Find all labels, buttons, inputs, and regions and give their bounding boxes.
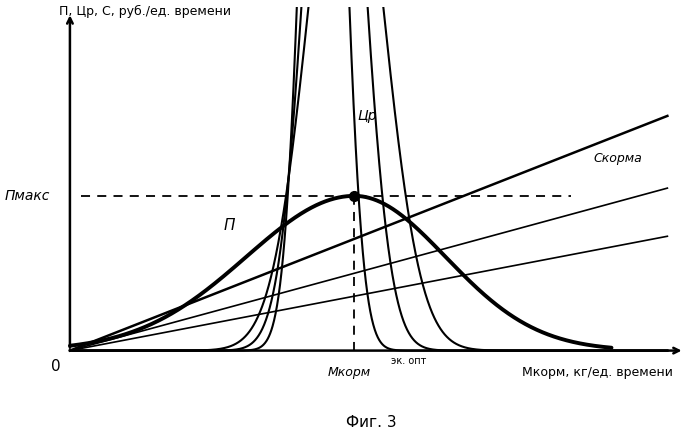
Text: П: П <box>223 218 235 233</box>
Text: Цр: Цр <box>357 109 377 123</box>
Text: П, Цр, С, руб./ед. времени: П, Цр, С, руб./ед. времени <box>59 5 230 18</box>
Text: Скорма: Скорма <box>594 152 642 165</box>
Text: Пмакс: Пмакс <box>5 189 50 203</box>
Text: 0: 0 <box>51 359 60 374</box>
Text: Мкорм, кг/ед. времени: Мкорм, кг/ед. времени <box>522 366 673 379</box>
Text: эк. опт: эк. опт <box>391 356 427 366</box>
Text: Мкорм: Мкорм <box>327 366 370 379</box>
Text: Фиг. 3: Фиг. 3 <box>346 415 397 430</box>
